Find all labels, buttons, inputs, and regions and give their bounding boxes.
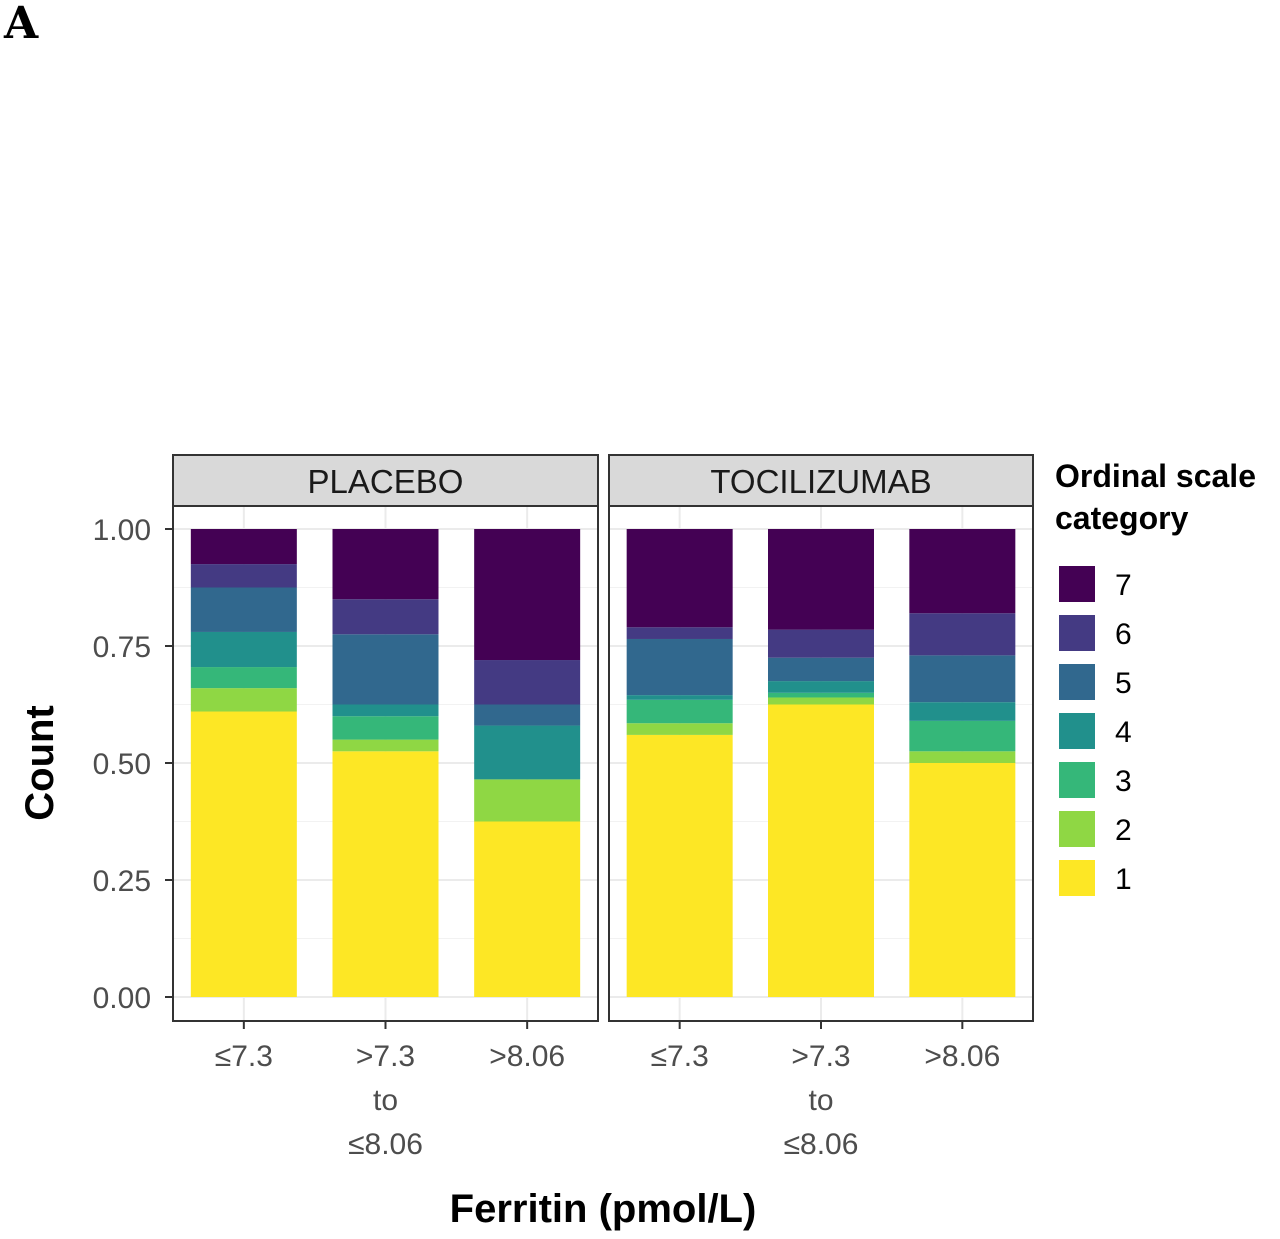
bar-segment-cat-6 <box>909 613 1016 656</box>
x-tick-label-line: ≤8.06 <box>348 1128 423 1161</box>
legend-key-1 <box>1059 860 1095 896</box>
bar-segment-cat-5 <box>332 634 439 705</box>
bar-segment-cat-3 <box>909 720 1016 752</box>
y-tick-label: 0.50 <box>93 748 151 781</box>
bar-segment-cat-6 <box>626 627 733 639</box>
y-tick-label: 1.00 <box>93 514 151 547</box>
bar-segment-cat-6 <box>474 660 581 705</box>
y-tick-label: 0.25 <box>93 865 151 898</box>
bar-segment-cat-7 <box>768 529 874 630</box>
bar-group <box>626 529 733 997</box>
facet-strip <box>608 454 1034 507</box>
x-tick-label-line: >8.06 <box>924 1040 1000 1073</box>
x-tick-label: >7.3 to ≤8.06 <box>784 1040 859 1161</box>
legend-label: 2 <box>1115 814 1132 847</box>
bar-group <box>768 529 874 997</box>
bar-segment-cat-4 <box>190 631 297 668</box>
panel-letter: A <box>3 0 39 49</box>
bar-segment-cat-1 <box>190 711 297 997</box>
bar-segment-cat-4 <box>909 702 1016 721</box>
bar-segment-cat-2 <box>190 688 297 712</box>
legend-label: 4 <box>1115 716 1132 749</box>
bar-segment-cat-1 <box>474 821 581 997</box>
legend-title: Ordinal scale <box>1055 458 1256 494</box>
bar-segment-cat-1 <box>332 751 439 997</box>
bar-segment-cat-4 <box>626 695 733 700</box>
x-tick-label: >7.3 to ≤8.06 <box>348 1040 423 1161</box>
bar-segment-cat-3 <box>626 699 733 724</box>
bar-segment-cat-1 <box>909 763 1016 997</box>
bar-segment-cat-5 <box>626 638 733 696</box>
bar-segment-cat-7 <box>626 529 733 628</box>
bar-group <box>474 529 581 997</box>
legend-label: 5 <box>1115 667 1132 700</box>
legend-key-5 <box>1059 664 1095 700</box>
x-axis-title: Ferritin (pmol/L) <box>450 1187 757 1231</box>
x-tick-label: >8.06 <box>489 1040 565 1073</box>
legend: Ordinal scale category 7 6 5 4 3 2 1 <box>1055 458 1256 896</box>
x-tick-label-line: >7.3 <box>791 1040 850 1073</box>
legend-key-7 <box>1059 566 1095 602</box>
stacked-bar-chart: PLACEBO ≤7.3 >7.3 to ≤8.06 >8.06 TOCILIZUMAB ≤7… <box>18 454 1256 1231</box>
bar-segment-cat-4 <box>332 704 439 717</box>
y-tick-label: 0.75 <box>93 631 151 664</box>
x-tick-label: ≤7.3 <box>215 1040 273 1073</box>
x-tick-label-line: ≤8.06 <box>784 1128 859 1161</box>
bar-segment-cat-7 <box>190 529 297 565</box>
bar-segment-cat-6 <box>190 564 297 588</box>
legend-label: 6 <box>1115 618 1132 651</box>
bar-segment-cat-2 <box>768 697 874 705</box>
x-tick-label: >8.06 <box>924 1040 1000 1073</box>
bar-segment-cat-6 <box>768 629 874 658</box>
bar-segment-cat-1 <box>626 734 733 997</box>
bar-segment-cat-2 <box>626 723 733 735</box>
bar-segment-cat-4 <box>474 725 581 780</box>
bar-segment-cat-3 <box>190 667 297 689</box>
legend-title: category <box>1055 500 1189 536</box>
bar-group <box>332 529 439 997</box>
x-tick-label-line: ≤7.3 <box>651 1040 709 1073</box>
bar-group <box>909 529 1016 997</box>
bar-segment-cat-4 <box>768 681 874 693</box>
bar-segment-cat-5 <box>474 704 581 726</box>
legend-key-2 <box>1059 811 1095 847</box>
x-tick-label-line: >7.3 <box>356 1040 415 1073</box>
y-axis-title: Count <box>18 705 62 821</box>
legend-key-6 <box>1059 615 1095 651</box>
facet-strip-label: TOCILIZUMAB <box>710 463 931 500</box>
legend-key-4 <box>1059 713 1095 749</box>
x-tick-label: ≤7.3 <box>651 1040 709 1073</box>
legend-key-3 <box>1059 762 1095 798</box>
x-tick-label-line: ≤7.3 <box>215 1040 273 1073</box>
bar-segment-cat-7 <box>332 529 439 600</box>
y-tick-label: 0.00 <box>93 982 151 1015</box>
bar-segment-cat-2 <box>909 751 1016 763</box>
bar-segment-cat-3 <box>332 716 439 740</box>
facet-strip <box>172 454 599 507</box>
bar-segment-cat-7 <box>909 529 1016 614</box>
x-tick-label-line: >8.06 <box>489 1040 565 1073</box>
bar-segment-cat-2 <box>474 779 581 822</box>
bar-segment-cat-1 <box>768 704 874 997</box>
x-tick-label-line: to <box>808 1084 833 1117</box>
facet-panel-tocilizumab: TOCILIZUMAB ≤7.3 >7.3 to ≤8.06 >8.06 <box>608 454 1034 1161</box>
bar-segment-cat-5 <box>190 587 297 632</box>
bar-segment-cat-7 <box>474 529 581 661</box>
bar-segment-cat-3 <box>768 692 874 698</box>
facet-strip-label: PLACEBO <box>308 463 464 500</box>
x-tick-label-line: to <box>373 1084 398 1117</box>
bar-segment-cat-5 <box>909 655 1016 703</box>
bar-segment-cat-2 <box>332 739 439 752</box>
bar-group <box>190 529 297 997</box>
bar-segment-cat-5 <box>768 657 874 682</box>
bar-segment-cat-6 <box>332 599 439 635</box>
legend-label: 3 <box>1115 765 1132 798</box>
facet-panel-placebo: PLACEBO ≤7.3 >7.3 to ≤8.06 >8.06 <box>172 454 599 1161</box>
legend-label: 7 <box>1115 569 1132 602</box>
legend-label: 1 <box>1115 863 1132 896</box>
